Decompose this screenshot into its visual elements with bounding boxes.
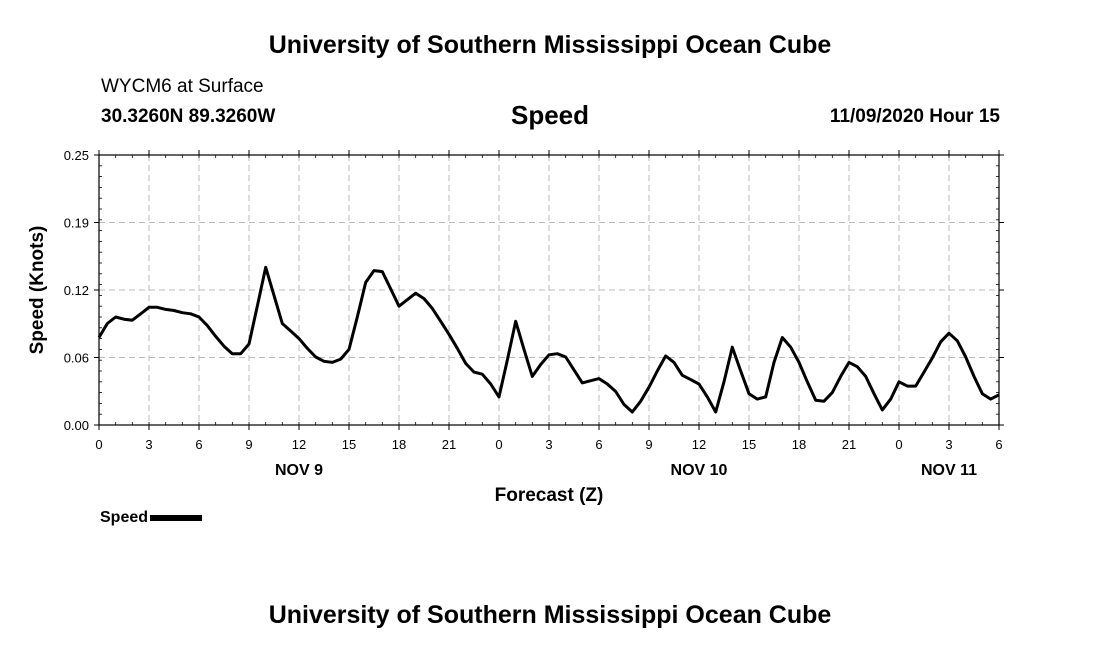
x-tick-label: 6 [595,437,602,452]
coordinates-label: 30.3260N 89.3260W [101,106,276,127]
legend: Speed [100,509,203,527]
y-tick-label: 0.12 [64,283,89,298]
x-tick-label: 9 [245,437,252,452]
labels-layer: 0.00 0.06 0.12 0.19 0.25 0 3 6 9 12 15 18 21 0 3 6 9 12 15… [64,148,1003,479]
x-tick-label: 15 [342,437,356,452]
speed-chart: 0.00 0.06 0.12 0.19 0.25 0 3 6 9 12 15 18 21 0 3 6 9 12 15… [27,148,1004,506]
plot-frame [98,154,1000,426]
x-tick-label: 0 [895,437,902,452]
y-tick-label: 0.25 [64,148,89,163]
x-tick-label: 15 [742,437,756,452]
y-axis-label: Speed (Knots) [27,226,48,355]
chart-title: Speed [510,100,590,130]
page-title-top: University of Southern Mississippi Ocean… [268,31,832,59]
page-title-bottom: University of Southern Mississippi Ocean… [268,601,832,629]
date-label: NOV 10 [671,462,728,479]
x-tick-label: 3 [145,437,152,452]
x-tick-label: 3 [945,437,952,452]
grid-layer [99,155,999,425]
x-tick-label: 3 [545,437,552,452]
x-tick-label: 6 [195,437,202,452]
y-tick-label: 0.19 [64,216,89,231]
x-tick-label: 21 [442,437,456,452]
station-label: WYCM6 at Surface [101,76,264,97]
series-line-speed [97,265,1000,414]
datetime-label: 11/09/2020 Hour 15 [829,106,1000,127]
date-label: NOV 9 [275,462,323,479]
x-tick-label: 12 [292,437,306,452]
x-axis-label: Forecast (Z) [495,485,604,506]
date-label: NOV 11 [921,462,977,479]
y-tick-label: 0.06 [64,351,89,366]
x-tick-label: 0 [95,437,102,452]
x-tick-label: 6 [995,437,1002,452]
x-tick-label: 18 [792,437,806,452]
x-tick-label: 0 [495,437,502,452]
x-tick-label: 18 [392,437,406,452]
legend-label: Speed [100,509,149,526]
y-tick-label: 0.00 [64,418,89,433]
legend-swatch [150,514,203,521]
x-tick-label: 12 [692,437,706,452]
x-tick-label: 21 [842,437,856,452]
x-tick-label: 9 [645,437,652,452]
